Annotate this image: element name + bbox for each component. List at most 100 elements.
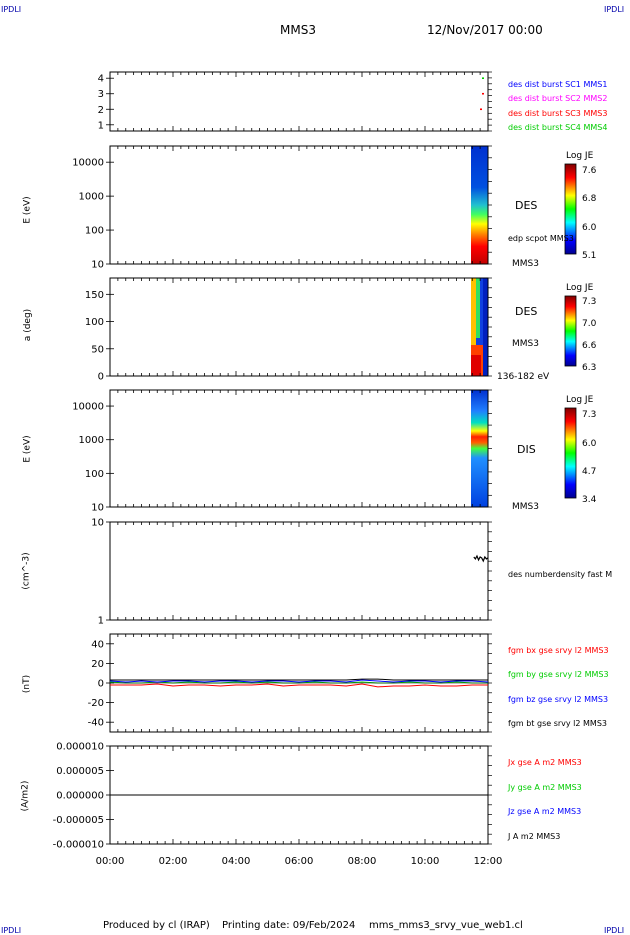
corner-mark-bottom-right: IPDLI [604,926,625,935]
y-tick-label: 1 [98,616,104,627]
y-tick-label: 0 [98,372,104,383]
colorbar-des-pitch-tick: 6.3 [582,363,597,373]
legend-burst-sc4: des dist burst SC4 MMS4 [508,123,608,132]
legend-j: J A m2 MMS3 [508,832,561,841]
current-ylabel: (A/m2) [20,780,31,812]
corner-mark-bottom-left: IPDLI [1,926,22,935]
y-tick-label: 10000 [72,158,104,169]
corner-mark-top-right: IPDLI [604,5,625,14]
des-energy-sc-label: MMS3 [512,259,539,269]
y-tick-label: 1000 [79,192,104,203]
y-tick-label: -0.000005 [53,815,104,826]
y-tick-label: 50 [91,344,104,355]
y-tick-label: 0 [98,679,104,690]
colorbar-des-pitch [564,295,577,367]
y-tick-label: 10 [91,503,104,514]
spacecraft-title: MMS3 [280,23,316,37]
y-tick-label: 100 [85,469,104,480]
time-tick-label: 08:00 [348,856,377,867]
colorbar-dis-energy-title: Log JE [566,395,594,405]
fgm-bz-line [109,679,489,683]
y-tick-label: 1 [98,120,104,131]
burst-marker [480,108,482,111]
y-tick-label: 40 [91,639,104,650]
legend-fgm-bz: fgm bz gse srvy l2 MMS3 [508,695,609,704]
density-ylabel: (cm^-3) [21,552,32,590]
y-tick-label: 150 [85,290,104,301]
colorbar-des-energy-tick: 7.6 [582,166,597,176]
dis-energy-species-label: DIS [517,443,536,456]
time-tick-label: 02:00 [159,856,188,867]
legend-fgm-bt: fgm bt gse srvy l2 MMS3 [508,719,607,728]
panel-des-energy-frame [109,145,489,265]
legend-burst-sc3: des dist burst SC3 MMS3 [508,109,608,118]
colorbar-dis-energy-tick: 3.4 [582,495,597,505]
y-tick-label: 4 [98,74,104,85]
legend-density: des numberdensity fast M [508,570,613,579]
legend-jz: Jz gse A m2 MMS3 [508,807,582,816]
y-tick-label: 3 [98,89,104,100]
colorbar-des-energy-tick: 5.1 [582,251,597,261]
colorbar-des-pitch-tick: 6.6 [582,341,597,351]
colorbar-des-energy-title: Log JE [566,151,594,161]
legend-jx: Jx gse A m2 MMS3 [508,758,582,767]
density-line [473,554,489,563]
legend-jy: Jy gse A m2 MMS3 [508,783,582,792]
panel-density-frame [109,521,489,621]
legend-burst-sc1: des dist burst SC1 MMS1 [508,80,608,89]
fgm-bt-line [110,678,488,681]
y-tick-label: 10000 [72,402,104,413]
fgm-bx-line [110,683,488,688]
y-tick-label: 2 [98,105,104,116]
legend-fgm-bx: fgm bx gse srvy l2 MMS3 [508,646,609,655]
y-tick-label: 100 [85,226,104,237]
y-tick-label: -0.000010 [53,840,104,851]
time-tick-label: 12:00 [474,856,503,867]
des-pitch-energy-range: 136-182 eV [497,372,550,382]
legend-fgm-by: fgm by gse srvy l2 MMS3 [508,670,609,679]
footer-filename: mms_mms3_srvy_vue_web1.cl [369,920,523,931]
y-tick-label: 20 [91,659,104,670]
colorbar-des-pitch-tick: 7.3 [582,297,597,307]
fgm-ylabel: (nT) [22,674,33,694]
colorbar-dis-energy-tick: 6.0 [582,439,597,449]
des-pitch-sc-label: MMS3 [512,339,539,349]
burst-marker [482,77,484,80]
time-tick-label: 04:00 [222,856,251,867]
y-tick-labels: 00:00 02:00 04:00 06:00 08:00 10:00 12:00 1 2 3 4 1… [53,74,503,867]
y-tick-label: 0.000010 [56,742,104,753]
y-tick-label: 10 [91,518,104,529]
panel-dis-energy-frame [109,389,489,508]
dis-energy-spectrogram [471,390,488,507]
panel-burst-frame [109,71,489,132]
y-tick-label: 10 [91,260,104,271]
footer-produced-by: Produced by cl (IRAP) [103,920,210,931]
des-pitch-spectrogram [471,278,488,376]
colorbar-des-pitch-tick: 7.0 [582,319,597,329]
data-marks [109,77,489,796]
y-tick-label: -20 [88,698,104,709]
colorbar-des-energy-tick: 6.8 [582,194,597,204]
colorbar-des-energy-tick: 6.0 [582,223,597,233]
des-pitch-species-label: DES [515,305,538,318]
dis-energy-sc-label: MMS3 [512,502,539,512]
y-tick-label: 100 [85,317,104,328]
des-energy-spectrogram [471,146,488,264]
time-ticks [109,71,492,845]
dis-energy-ylabel: E (eV) [22,435,33,463]
y-tick-label: 0.000005 [56,766,104,777]
scpot-overlay-label: edp scpot MMS3 [508,234,574,243]
burst-marker [482,92,484,95]
des-energy-species-label: DES [515,199,538,212]
legend-burst-sc2: des dist burst SC2 MMS2 [508,94,608,103]
time-tick-label: 10:00 [411,856,440,867]
des-pitch-ylabel: a (deg) [23,308,34,342]
footer-printing-date: Printing date: 09/Feb/2024 [222,920,356,931]
colorbar-dis-energy-tick: 4.7 [582,467,597,477]
colorbar-des-pitch-title: Log JE [566,283,594,293]
time-tick-label: 00:00 [96,856,125,867]
y-tick-label: -40 [88,718,104,729]
corner-mark-top-left: IPDLI [1,5,22,14]
panel-des-pitch-frame [109,277,489,377]
